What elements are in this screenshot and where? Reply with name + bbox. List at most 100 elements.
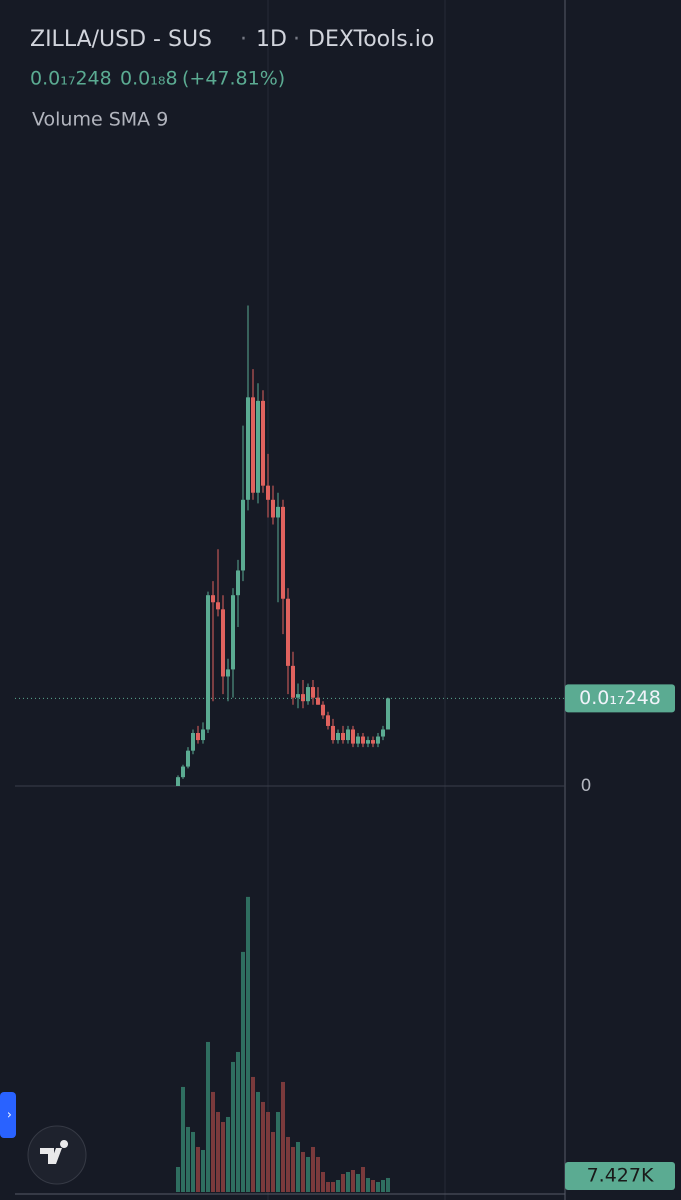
candle-body [376, 736, 380, 744]
volume-bar [356, 1173, 360, 1192]
volume-bar [236, 1051, 240, 1192]
candle-body [201, 729, 205, 741]
volume-bar [246, 896, 250, 1192]
candle-body [336, 733, 340, 741]
candle-body [231, 595, 235, 670]
volume-bar [376, 1181, 380, 1192]
volume-bar [221, 1121, 225, 1192]
candle-body [306, 687, 310, 702]
volume-bar [281, 1081, 285, 1192]
volume-bar [346, 1171, 350, 1192]
candle-body [356, 736, 360, 744]
candle-body [301, 694, 305, 702]
candle-body [371, 740, 375, 744]
volume-bar [381, 1179, 385, 1192]
volume-bar [216, 1111, 220, 1192]
candle-body [221, 609, 225, 677]
volume-bar [226, 1116, 230, 1192]
volume-bar [256, 1091, 260, 1192]
volume-bar [266, 1111, 270, 1192]
volume-bar [276, 1111, 280, 1192]
volume-bar [336, 1179, 340, 1192]
volume-bar [311, 1146, 315, 1192]
candle-body [226, 669, 230, 677]
candle-body [241, 499, 245, 571]
volume-bar [191, 1131, 195, 1192]
volume-bar [241, 951, 245, 1192]
volume-bar [301, 1151, 305, 1192]
candle-body [276, 506, 280, 518]
source: DEXTools.io [308, 27, 434, 52]
volume-bar [321, 1171, 325, 1192]
candle-body [246, 397, 250, 500]
candle-body [326, 715, 330, 726]
candle-body [291, 665, 295, 698]
volume-bar [306, 1156, 310, 1192]
volume-bar [271, 1131, 275, 1192]
separator: · [293, 27, 300, 52]
volume-bar [196, 1146, 200, 1192]
candle-body [191, 733, 195, 751]
candle-body [181, 766, 185, 778]
candle-body [256, 400, 260, 493]
volume-bar [261, 1101, 265, 1192]
sidebar-arrow: › [7, 1108, 12, 1122]
candle-body [321, 704, 325, 716]
candle-body [341, 733, 345, 741]
volume-bar [366, 1177, 370, 1192]
indicator-label: Volume SMA 9 [32, 109, 168, 131]
volume-bar [231, 1061, 235, 1192]
last-price-box [565, 684, 675, 713]
candle-body [331, 725, 335, 741]
candle-body [281, 506, 285, 599]
volume-bar [296, 1141, 300, 1192]
candle-body [216, 602, 220, 610]
separator: · [240, 27, 247, 52]
candle-body [316, 697, 320, 705]
candle-body [176, 777, 180, 786]
header-value: 0.0₁₇248 [30, 68, 112, 90]
candle-body [196, 733, 200, 741]
last-price-label: 0.0₁₇248 [579, 687, 661, 709]
header-change: (+47.81%) [182, 68, 285, 90]
volume-bar [371, 1179, 375, 1192]
interval: 1D [256, 27, 287, 52]
candle-body [186, 750, 190, 767]
candle-body [266, 485, 270, 500]
volume-bar [316, 1156, 320, 1192]
candle-body [351, 729, 355, 744]
volume-bar [386, 1177, 390, 1192]
volume-bar [361, 1166, 365, 1192]
candle-body [286, 598, 290, 666]
volume-bar [286, 1136, 290, 1192]
volume-bar [291, 1146, 295, 1192]
candle-body [251, 397, 255, 493]
header-value: 0.0₁₈8 [120, 68, 178, 90]
last-volume-box [565, 1161, 675, 1190]
volume-bar [211, 1091, 215, 1192]
candle-body [296, 694, 300, 698]
candle-body [386, 698, 390, 730]
volume-bar [201, 1149, 205, 1192]
candle-body [311, 687, 315, 698]
volume-bar [181, 1086, 185, 1192]
candle-body [361, 736, 365, 744]
y-tick-label: 0 [581, 776, 592, 796]
volume-bar [326, 1181, 330, 1192]
candle-body [211, 595, 215, 603]
candle-body [206, 595, 210, 730]
volume-bar [186, 1126, 190, 1192]
volume-bar [176, 1166, 180, 1192]
tv-logo-mark [40, 1140, 69, 1164]
candle-body [271, 499, 275, 518]
volume-bar [341, 1173, 345, 1192]
sidebar-toggle[interactable] [0, 1092, 16, 1138]
volume-bar [206, 1041, 210, 1192]
candle-body [381, 729, 385, 737]
last-volume-label: 7.427K [587, 1164, 654, 1186]
candle-body [236, 570, 240, 596]
symbol-title: ZILLA/USD - SUS [30, 27, 212, 52]
candle-body [261, 400, 265, 486]
